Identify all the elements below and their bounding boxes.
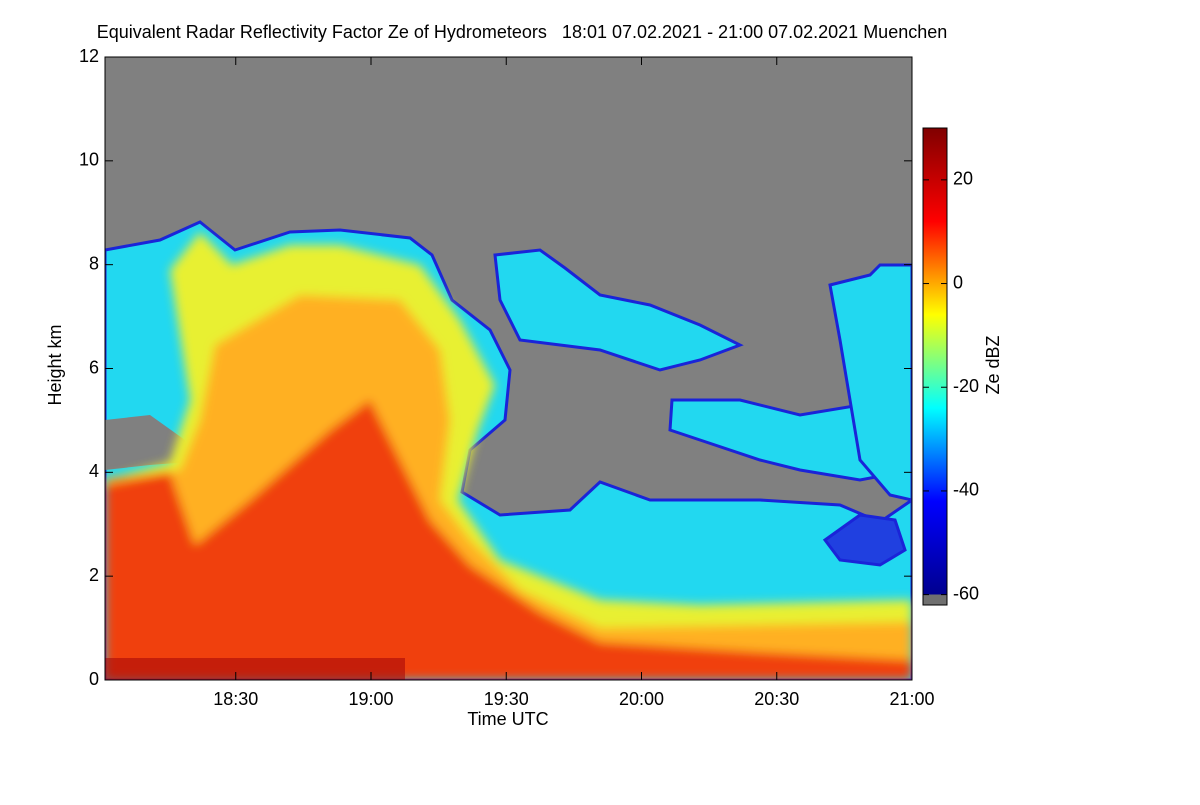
- x-tick-label: 20:00: [619, 689, 664, 709]
- colorbar-tick-label: -60: [953, 583, 979, 603]
- x-tick-label: 21:00: [889, 689, 934, 709]
- colorbar: [922, 127, 948, 606]
- y-tick-label: 0: [89, 669, 99, 689]
- y-tick-label: 10: [79, 150, 99, 170]
- colorbar-tick-label: -40: [953, 480, 979, 500]
- colorbar-label: Ze dBZ: [983, 335, 1003, 394]
- colorbar-tick-label: 0: [953, 272, 963, 292]
- x-tick-label: 20:30: [754, 689, 799, 709]
- y-tick-label: 2: [89, 565, 99, 585]
- x-axis-label: Time UTC: [467, 709, 548, 729]
- x-tick-label: 19:30: [484, 689, 529, 709]
- reflectivity-field: [105, 57, 912, 680]
- chart-title: Equivalent Radar Reflectivity Factor Ze …: [97, 22, 948, 42]
- colorbar-tick-label: 20: [953, 169, 973, 189]
- x-tick-label: 19:00: [348, 689, 393, 709]
- y-tick-label: 6: [89, 357, 99, 377]
- y-axis-label: Height km: [45, 324, 65, 405]
- y-tick-label: 12: [79, 46, 99, 66]
- y-tick-label: 8: [89, 253, 99, 273]
- x-tick-label: 18:30: [213, 689, 258, 709]
- y-tick-label: 4: [89, 461, 99, 481]
- colorbar-tick-label: -20: [953, 376, 979, 396]
